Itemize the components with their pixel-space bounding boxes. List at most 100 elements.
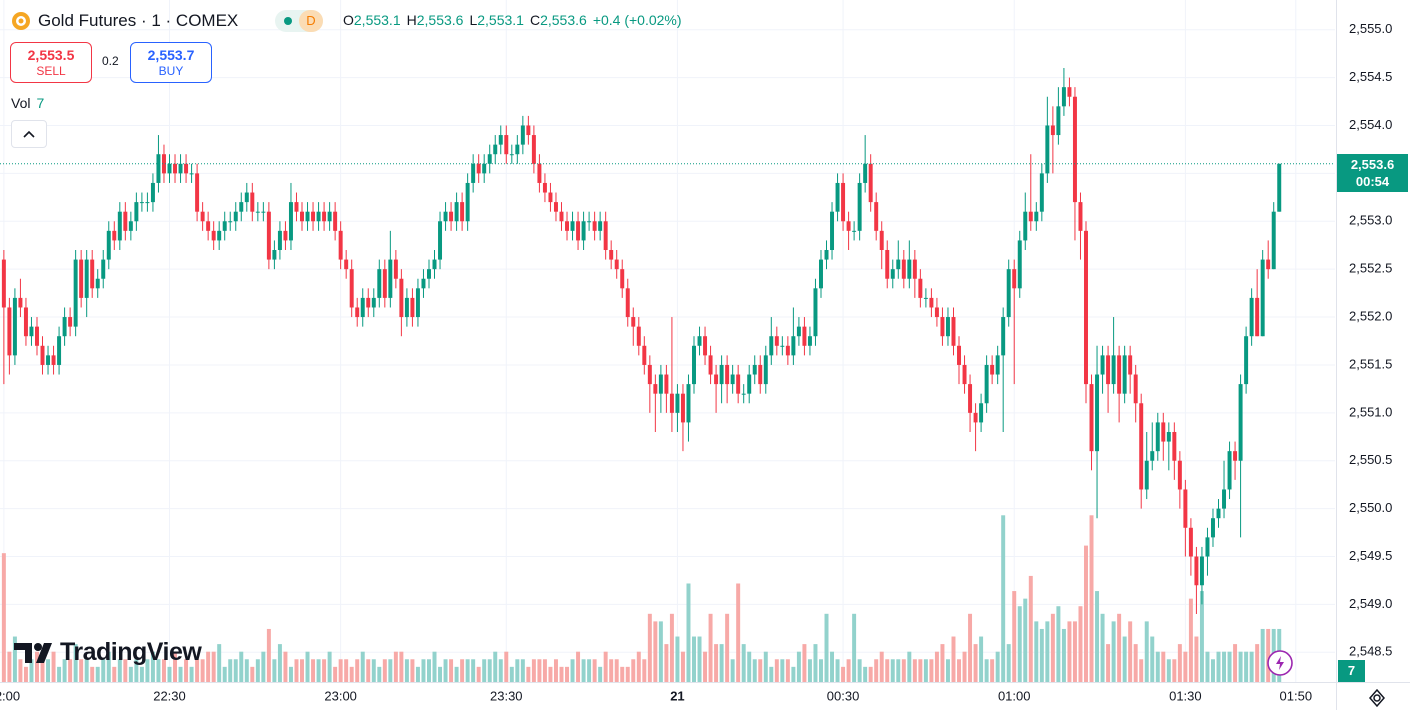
volume-bar: [1, 553, 6, 682]
candle-body: [222, 221, 227, 231]
candle-body: [377, 269, 382, 298]
volume-bar: [1006, 644, 1011, 682]
candle-body: [1106, 355, 1111, 385]
volume-bar: [918, 659, 923, 682]
volume-bar: [1150, 636, 1155, 682]
volume-bar: [1067, 621, 1072, 682]
candle-body: [399, 278, 404, 318]
volume-bar: [818, 659, 823, 682]
volume-bar: [1111, 621, 1116, 682]
volume-bar: [57, 666, 62, 682]
volume-bar: [139, 666, 144, 682]
candle-body: [576, 221, 581, 241]
candle-body: [736, 374, 741, 394]
buy-button[interactable]: 2,553.7 BUY: [130, 42, 212, 83]
volume-bar: [774, 659, 779, 682]
candle-body: [18, 297, 23, 308]
volume-bar: [101, 659, 106, 682]
candle-body: [863, 163, 868, 183]
candle-body: [482, 163, 487, 174]
volume-bar: [266, 628, 271, 682]
volume-bar: [211, 651, 216, 682]
candle-body: [454, 202, 459, 222]
candle-body: [664, 374, 669, 394]
tradingview-logo[interactable]: TradingView: [60, 638, 202, 666]
x-tick-label: 23:30: [490, 688, 523, 703]
y-tick-label: 2,554.0: [1349, 117, 1392, 132]
market-status[interactable]: D: [275, 10, 323, 32]
candle-body: [1061, 87, 1066, 107]
volume-bar: [1122, 636, 1127, 682]
candle-body: [46, 355, 51, 365]
volume-bar: [178, 666, 183, 682]
volume-bar: [559, 666, 564, 682]
candle-body: [498, 135, 503, 145]
volume-bar: [1183, 651, 1188, 682]
candle-body: [150, 182, 155, 203]
settings-button[interactable]: [1367, 688, 1387, 708]
volume-bar: [1144, 621, 1149, 682]
volume-bar: [161, 659, 166, 682]
candle-body: [592, 221, 597, 231]
candle-body: [1089, 384, 1094, 452]
candle-body: [62, 317, 67, 337]
sell-button[interactable]: 2,553.5 SELL: [10, 42, 92, 83]
candle-body: [460, 202, 465, 222]
y-tick-label: 2,551.5: [1349, 356, 1392, 371]
candle-body: [719, 364, 724, 385]
volume-bar: [371, 659, 376, 682]
candle-body: [901, 259, 906, 279]
volume-bar: [377, 666, 382, 682]
volume-bar: [1260, 628, 1265, 682]
caret-icon: [23, 130, 35, 138]
candle-body: [1067, 87, 1072, 97]
candle-body: [443, 211, 448, 222]
candle-body: [117, 211, 122, 241]
buy-price: 2,553.7: [147, 47, 195, 63]
volume-bar: [929, 659, 934, 682]
volume-bar: [664, 644, 669, 682]
volume-bar: [692, 636, 696, 682]
volume-bar: [288, 666, 293, 682]
candle-body: [631, 317, 636, 327]
sell-price: 2,553.5: [27, 47, 75, 63]
volume-bar: [1001, 515, 1006, 682]
candle-body: [780, 345, 785, 347]
volume-bar: [156, 659, 161, 682]
candle-body: [515, 144, 520, 155]
candle-body: [366, 297, 371, 308]
candle-body: [1238, 384, 1243, 461]
candle-body: [769, 336, 774, 356]
volume-bar: [636, 651, 641, 682]
candle-body: [1277, 163, 1282, 212]
volume-bar: [758, 659, 763, 682]
price-change: +0.4 (+0.02%): [592, 12, 682, 28]
volume-bar: [255, 659, 260, 682]
candle-body: [692, 345, 696, 385]
candle-body: [178, 163, 183, 174]
volume-bar: [1106, 644, 1111, 682]
volume-bar: [697, 636, 702, 682]
candle-body: [189, 173, 194, 175]
volume-bar: [537, 659, 542, 682]
volume-bar: [708, 613, 713, 682]
volume-bar: [338, 659, 343, 682]
candle-body: [449, 211, 454, 222]
x-tick-label: 22:00: [0, 688, 20, 703]
candle-body: [912, 259, 917, 279]
volume-bar: [951, 636, 956, 682]
candle-body: [984, 364, 989, 404]
candle-body: [1210, 518, 1215, 538]
candle-body: [316, 211, 321, 222]
symbol-title[interactable]: Gold Futures · 1 · COMEX: [38, 11, 239, 30]
collapse-button[interactable]: [11, 120, 47, 148]
candle-body: [1111, 355, 1116, 385]
volume-bar: [29, 659, 34, 682]
volume-bar: [388, 659, 393, 682]
volume-bar: [12, 636, 17, 682]
volume-bar: [476, 666, 481, 682]
candle-body: [112, 230, 117, 241]
y-tick-label: 2,549.5: [1349, 548, 1392, 563]
lightning-button[interactable]: [1266, 649, 1294, 677]
